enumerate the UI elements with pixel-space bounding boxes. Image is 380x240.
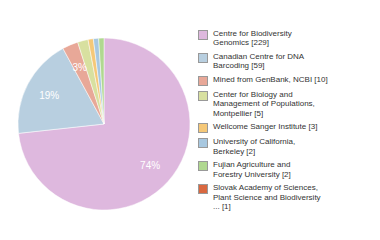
html-text:Wellcome Sanger Institute [3]: Wellcome Sanger Institute [3]: [213, 122, 318, 131]
html-text:Center for Biology and: Center for Biology and: [213, 89, 293, 99]
svg-text:19%: 19%: [39, 90, 59, 101]
html-text:University of California,: University of California,: [213, 137, 296, 146]
html-text:Forestry University [2]: Forestry University [2]: [213, 169, 291, 179]
html-text:Fujian Agriculture and: Fujian Agriculture and: [213, 160, 291, 169]
html-text:Slovak Academy of Sciences,: Slovak Academy of Sciences,: [213, 183, 318, 192]
html-text:Barcoding [59]: Barcoding [59]: [213, 61, 265, 70]
html-text:Centre for Biodiversity: Centre for Biodiversity: [213, 28, 292, 38]
html-text:Mined from GenBank, NCBI [10]: Mined from GenBank, NCBI [10]: [213, 74, 328, 84]
html-text:Plant Science and Biodiversity: Plant Science and Biodiversity: [213, 192, 321, 202]
svg-text:3%: 3%: [72, 62, 87, 73]
html-text:Berkeley [2]: Berkeley [2]: [213, 146, 256, 156]
html-text:Canadian Centre for DNA: Canadian Centre for DNA: [213, 51, 305, 61]
svg-text:74%: 74%: [140, 160, 160, 171]
html-text:... [1]: ... [1]: [213, 202, 231, 211]
html-text:Genomics [229]: Genomics [229]: [213, 38, 269, 47]
html-text:Montpellier [5]: Montpellier [5]: [213, 108, 264, 118]
html-text:Management of Populations,: Management of Populations,: [213, 99, 315, 108]
